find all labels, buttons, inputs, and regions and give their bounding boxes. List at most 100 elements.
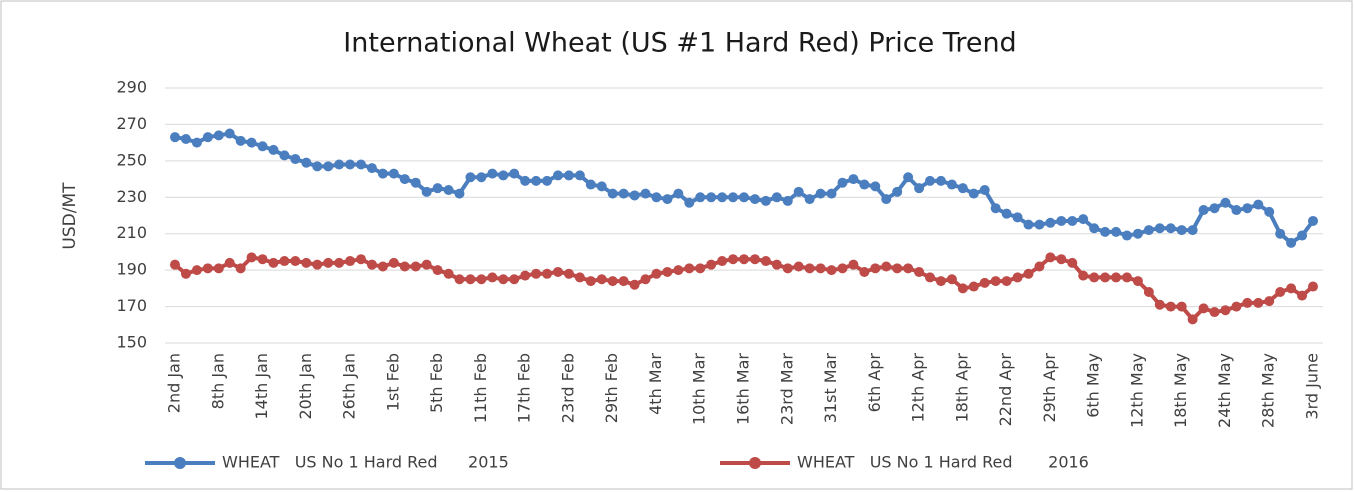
data-point xyxy=(366,163,377,174)
x-tick-label: 8th Jan xyxy=(208,353,227,409)
data-point xyxy=(1143,225,1154,236)
data-point xyxy=(706,192,717,203)
x-tick-label: 24th May xyxy=(1215,353,1234,428)
data-point xyxy=(334,257,345,268)
data-point xyxy=(968,188,979,199)
data-point xyxy=(290,256,301,267)
data-point xyxy=(290,154,301,165)
y-tick-label: 210 xyxy=(116,223,147,242)
data-point xyxy=(1264,296,1275,307)
x-tick-label: 23rd Feb xyxy=(558,353,577,423)
data-point xyxy=(1154,223,1165,234)
data-point xyxy=(399,174,410,185)
data-point xyxy=(793,186,804,197)
data-point xyxy=(552,170,563,181)
data-point xyxy=(432,183,443,194)
data-point xyxy=(1023,219,1034,230)
data-point xyxy=(279,150,290,161)
x-tick-label: 2nd Jan xyxy=(165,353,184,413)
data-point xyxy=(870,181,881,192)
legend-marker xyxy=(749,457,761,469)
data-point xyxy=(1264,206,1275,217)
data-point xyxy=(312,259,323,270)
data-point xyxy=(1308,281,1318,292)
data-point xyxy=(323,257,334,268)
data-point xyxy=(1089,223,1100,234)
data-point xyxy=(213,130,224,141)
data-point xyxy=(191,137,202,148)
x-tick-label: 6th May xyxy=(1084,353,1103,418)
data-point xyxy=(1297,290,1308,301)
data-point xyxy=(1187,314,1198,325)
data-point xyxy=(957,283,968,294)
data-point xyxy=(717,192,728,203)
data-point xyxy=(487,168,498,179)
data-point xyxy=(1100,272,1111,283)
data-point xyxy=(246,252,257,263)
legend-label: WHEAT US No 1 Hard Red 2015 xyxy=(222,453,509,472)
data-point xyxy=(739,254,749,265)
data-point xyxy=(1209,307,1220,318)
y-tick-label: 250 xyxy=(116,150,147,169)
y-tick-label: 230 xyxy=(116,187,147,206)
data-point xyxy=(377,261,388,272)
data-point xyxy=(1154,299,1165,310)
data-point xyxy=(596,181,607,192)
data-point xyxy=(946,274,957,285)
x-tick-label: 17th Feb xyxy=(515,353,534,423)
data-point xyxy=(1111,226,1122,237)
data-point xyxy=(323,161,334,172)
data-point xyxy=(235,135,246,146)
data-point xyxy=(804,194,815,205)
data-point xyxy=(859,179,870,190)
data-point xyxy=(410,261,421,272)
data-point xyxy=(574,272,585,283)
data-point xyxy=(585,179,596,190)
chart-title: International Wheat (US #1 Hard Red) Pri… xyxy=(343,28,1016,59)
data-point xyxy=(1034,261,1045,272)
x-tick-label: 28th May xyxy=(1259,353,1278,428)
y-axis-label: USD/MT xyxy=(60,182,80,250)
data-point xyxy=(1067,257,1078,268)
data-point xyxy=(1165,301,1176,312)
data-point xyxy=(815,263,826,274)
x-tick-label: 12th May xyxy=(1127,353,1146,428)
x-tick-label: 5th Feb xyxy=(427,353,446,413)
data-point xyxy=(640,274,651,285)
data-point xyxy=(662,194,673,205)
data-point xyxy=(979,185,990,195)
data-point xyxy=(1220,305,1231,316)
data-point xyxy=(760,195,771,206)
data-point xyxy=(1286,237,1297,248)
x-tick-label: 12th Apr xyxy=(909,353,928,423)
data-point xyxy=(334,159,345,170)
data-point xyxy=(1012,212,1023,223)
data-point xyxy=(1056,215,1067,226)
data-point xyxy=(607,188,618,199)
data-point xyxy=(1209,203,1220,214)
data-point xyxy=(968,281,979,292)
data-point xyxy=(563,268,574,279)
data-point xyxy=(990,203,1001,214)
data-point xyxy=(279,256,290,267)
data-point xyxy=(935,175,946,186)
data-point xyxy=(793,261,804,272)
data-point xyxy=(542,175,553,186)
x-tick-label: 3rd June xyxy=(1303,353,1322,420)
data-point xyxy=(881,194,892,205)
data-point xyxy=(946,179,957,190)
data-point xyxy=(388,168,399,179)
data-point xyxy=(903,263,914,274)
data-point xyxy=(749,194,760,205)
data-point xyxy=(476,274,487,285)
data-point xyxy=(180,268,191,279)
data-point xyxy=(728,192,739,203)
data-point xyxy=(881,261,892,272)
data-point xyxy=(782,195,793,206)
data-point xyxy=(1056,254,1067,265)
data-point xyxy=(673,188,684,199)
data-point xyxy=(421,186,432,197)
x-tick-label: 14th Jan xyxy=(252,353,271,420)
data-point xyxy=(1242,203,1253,214)
